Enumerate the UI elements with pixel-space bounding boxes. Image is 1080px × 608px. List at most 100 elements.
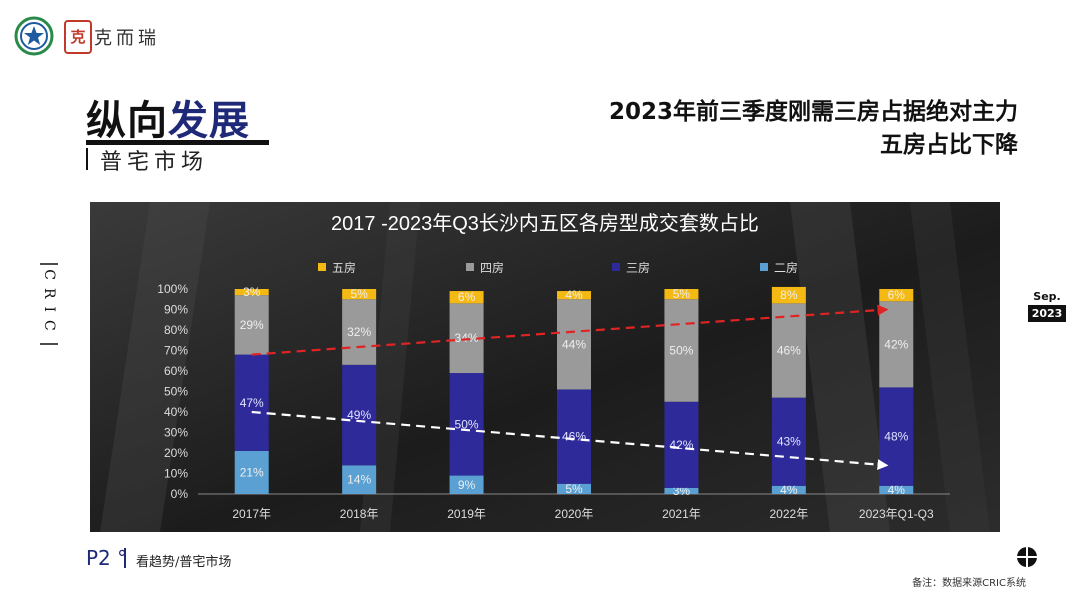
vertical-cric-text: CRIC: [41, 269, 57, 339]
bar-segment: [557, 389, 591, 484]
page-number: P2 °: [86, 546, 128, 570]
bar-segment: [557, 291, 591, 300]
legend-swatch: [612, 263, 620, 271]
vertical-cric-label: CRIC: [40, 263, 58, 345]
bar-segment: [342, 299, 377, 365]
crosshair-icon: [1017, 547, 1037, 567]
x-tick-label: 2020年: [555, 507, 594, 521]
bar-segment: [771, 286, 806, 304]
chart-legend: 五房 四房 三房 二房: [318, 260, 798, 275]
bars: 21% 47% 29% 3% 14% 49% 32% 5% 9% 50% 34% 6% 5% 46% 44%…: [234, 285, 914, 498]
data-label: 3%: [243, 285, 261, 299]
headline: 2023年前三季度刚需三房占据绝对主力 五房占比下降: [609, 96, 1018, 162]
data-label: 46%: [562, 430, 586, 444]
date-year: 2023: [1028, 305, 1066, 322]
bar-segment: [664, 289, 699, 300]
legend-label: 四房: [480, 260, 504, 275]
bar-segment: [234, 450, 269, 494]
footnote: 备注：数据来源CRIC系统: [912, 578, 1026, 589]
trend-arrow: [251, 304, 889, 356]
legend-swatch: [466, 263, 474, 271]
bar-segment: [771, 303, 806, 398]
data-label: 8%: [780, 288, 798, 302]
title-underline: [86, 140, 269, 145]
bar-segment: [342, 289, 377, 300]
headline-line-1: 2023年前三季度刚需三房占据绝对主力: [608, 99, 1018, 125]
data-label: 34%: [455, 331, 479, 345]
data-label: 5%: [350, 287, 368, 301]
bar-segment: [234, 354, 269, 451]
bar-segment: [449, 373, 484, 476]
x-axis-labels: 2017年 2018年 2019年 2020年 2021年 2022年 2023年Q1-Q3: [232, 507, 934, 521]
bar-segment: [771, 397, 806, 486]
y-tick-label: 40%: [164, 405, 188, 419]
section-subtitle: 普宅市场: [100, 150, 209, 175]
data-label: 9%: [458, 478, 476, 492]
bar-segment: [771, 485, 806, 494]
data-label: 6%: [888, 288, 906, 302]
x-tick-label: 2017年: [232, 507, 271, 521]
data-label: 46%: [777, 344, 801, 358]
x-tick-label: 2023年Q1-Q3: [859, 507, 934, 521]
x-tick-label: 2018年: [340, 507, 379, 521]
legend-label: 三房: [626, 260, 650, 275]
brand-name: 克而瑞: [94, 28, 160, 49]
bar-segment: [342, 364, 377, 466]
y-tick-label: 80%: [164, 323, 188, 337]
data-label: 50%: [455, 417, 479, 431]
data-label: 42%: [884, 337, 908, 351]
y-tick-label: 20%: [164, 446, 188, 460]
legend-swatch: [318, 263, 326, 271]
data-label: 50%: [669, 344, 693, 358]
bar-segment: [879, 485, 914, 494]
headline-line-2: 五房占比下降: [880, 132, 1018, 158]
brand-seal: 克: [64, 20, 92, 54]
data-label: 44%: [562, 337, 586, 351]
bar-segment: [664, 487, 699, 494]
y-tick-label: 50%: [164, 385, 188, 399]
data-label: 48%: [884, 430, 908, 444]
data-label: 5%: [673, 287, 691, 301]
bar-segment: [664, 401, 699, 488]
x-tick-label: 2021年: [662, 507, 701, 521]
legend-label: 五房: [332, 260, 356, 275]
data-label: 29%: [240, 318, 264, 332]
data-label: 4%: [888, 483, 906, 497]
trend-arrows: [251, 304, 889, 471]
trend-arrow: [251, 410, 889, 471]
y-tick-label: 100%: [157, 282, 188, 296]
chart-panel: 2017 -2023年Q3长沙内五区各房型成交套数占比 五房 四房 三房 二房 0% 1…: [90, 202, 1000, 532]
data-label: 5%: [565, 482, 583, 496]
bar-segment: [449, 291, 484, 304]
data-label: 14%: [347, 473, 371, 487]
page-separator: [124, 548, 126, 568]
bar-segment: [879, 301, 914, 388]
data-label: 32%: [347, 325, 371, 339]
chart-title: 2017 -2023年Q3长沙内五区各房型成交套数占比: [331, 212, 759, 235]
bar-segment: [557, 483, 591, 494]
bar-segment: [557, 299, 591, 390]
data-label: 4%: [780, 483, 798, 497]
subtitle-marker: [86, 148, 88, 170]
section-title-part2: 发展: [168, 98, 250, 144]
y-tick-label: 90%: [164, 303, 188, 317]
bar-segment: [449, 475, 484, 494]
section-title-part1: 纵向: [86, 98, 168, 144]
data-label: 6%: [458, 290, 476, 304]
bar-segment: [664, 299, 699, 402]
page-label: 看趋势/普宅市场: [136, 555, 232, 570]
bar-segment: [234, 289, 269, 296]
x-tick-label: 2022年: [770, 507, 809, 521]
data-label: 43%: [777, 435, 801, 449]
y-tick-label: 30%: [164, 426, 188, 440]
data-label: 47%: [240, 396, 264, 410]
section-title: 纵向发展: [86, 88, 250, 146]
date-tag: Sep. 2023: [1028, 290, 1066, 322]
data-label: 49%: [347, 408, 371, 422]
x-tick-label: 2019年: [447, 507, 486, 521]
cric-emblem-icon: [14, 16, 54, 56]
data-label: 21%: [240, 465, 264, 479]
date-month: Sep.: [1033, 290, 1061, 303]
legend-swatch: [760, 263, 768, 271]
bar-segment: [342, 465, 377, 494]
